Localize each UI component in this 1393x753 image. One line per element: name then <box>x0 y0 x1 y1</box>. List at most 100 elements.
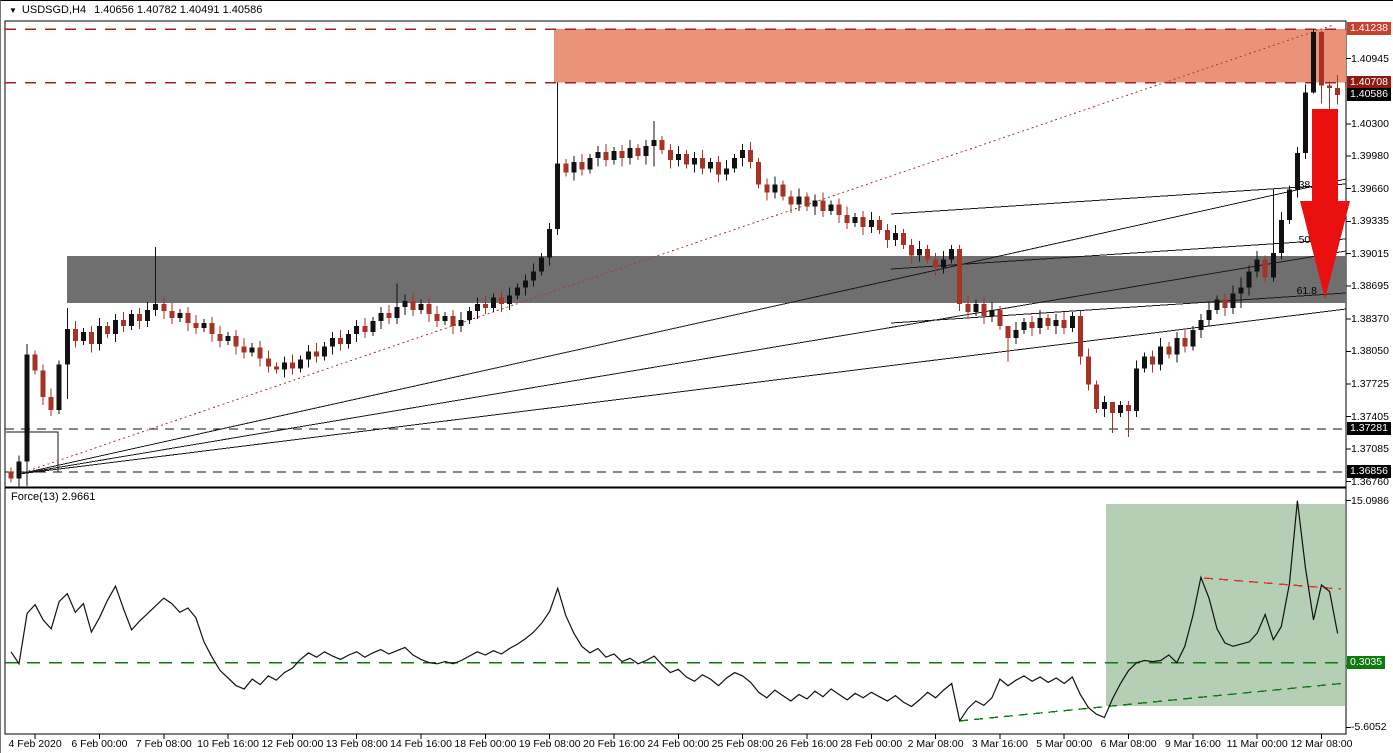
candle-body <box>426 303 432 314</box>
candle-body <box>1294 153 1300 190</box>
candle-body <box>997 309 1003 327</box>
candle-body <box>330 338 336 347</box>
fib-level-61[interactable] <box>890 292 1347 324</box>
time-tick-label: 9 Mar 16:00 <box>1164 738 1221 750</box>
fan-line-38[interactable] <box>18 178 1347 475</box>
candle-body <box>1029 321 1035 329</box>
candle-body <box>362 326 368 333</box>
range-zone[interactable] <box>67 255 1346 303</box>
candle-body <box>121 319 127 327</box>
indicator-name: Force(13) <box>11 491 59 503</box>
candle-body <box>498 297 504 304</box>
candle-body <box>281 362 287 370</box>
time-tick-label: 19 Feb 08:00 <box>518 738 581 750</box>
force-peaks-trendline[interactable] <box>1203 577 1342 590</box>
candle-body <box>193 322 199 329</box>
candle-body <box>1045 317 1051 327</box>
candle-body <box>547 228 553 258</box>
time-tick-label: 11 Mar 00:00 <box>1226 738 1288 750</box>
candle-body <box>1335 87 1341 95</box>
candle-body <box>860 216 866 227</box>
candle-body <box>587 158 593 170</box>
candle-body <box>1286 189 1292 220</box>
candle-body <box>844 214 850 223</box>
price-tick-label: 1.39660 <box>1351 182 1389 195</box>
force-highlight-zone[interactable] <box>1106 504 1346 706</box>
force-level-badge: 0.3035 <box>1347 655 1386 669</box>
candle-body <box>651 140 657 147</box>
candle-body <box>820 200 826 211</box>
candle-body <box>40 370 46 397</box>
candle-body <box>386 312 392 318</box>
candle-body <box>1109 401 1115 413</box>
candle-body <box>740 150 746 159</box>
candle-body <box>217 334 223 342</box>
indicator-value: 2.9661 <box>61 491 96 503</box>
price-tick-label: 1.39335 <box>1351 215 1389 228</box>
candle-body <box>627 148 633 159</box>
candle-body <box>1206 309 1212 320</box>
force-lows-trendline[interactable] <box>958 682 1347 722</box>
candle-body <box>1246 271 1252 288</box>
candle-body <box>257 347 263 359</box>
fan-line-50[interactable] <box>18 250 1347 475</box>
candle-body <box>314 351 320 357</box>
ohlc-values: 1.40656 1.40782 1.40491 1.40586 <box>94 4 263 16</box>
candle-body <box>989 309 995 316</box>
candle-body <box>24 354 30 462</box>
dotted-uptrend-line[interactable] <box>18 24 1334 475</box>
down-arrow-head[interactable] <box>1300 201 1350 299</box>
candle-body <box>1126 404 1132 411</box>
candle-body <box>571 162 577 173</box>
fan-line-61[interactable] <box>18 308 1347 475</box>
candle-body <box>1021 321 1027 331</box>
candle-body <box>965 303 971 312</box>
candle-body <box>233 336 239 347</box>
candle-body <box>1278 219 1284 254</box>
candle-body <box>1037 317 1043 329</box>
collapse-icon[interactable]: ▼ <box>9 6 17 15</box>
candle-body <box>201 322 207 329</box>
candle-body <box>442 315 448 321</box>
price-tick-label: 1.38050 <box>1351 345 1389 358</box>
candle-body <box>80 332 86 342</box>
candle-body <box>852 216 858 223</box>
fib-level-38[interactable] <box>890 183 1347 215</box>
candle-body <box>64 329 70 365</box>
candle-body <box>691 158 697 165</box>
candle-body <box>1238 287 1244 294</box>
candle-body <box>563 163 569 173</box>
candle-body <box>619 151 625 159</box>
candle-body <box>474 303 480 311</box>
candle-body <box>1174 338 1180 355</box>
candle-body <box>764 184 770 193</box>
candle-body <box>434 313 440 321</box>
price-tick-label: 1.37085 <box>1351 442 1389 455</box>
symbol-period-label: USDSGD,H4 <box>21 4 87 16</box>
chart-title-bar: ▼ USDSGD,H4 1.40656 1.40782 1.40491 1.4058… <box>9 4 262 16</box>
time-tick-label: 14 Feb 16:00 <box>390 738 452 750</box>
candle-body <box>1150 356 1156 365</box>
candle-body <box>265 358 271 367</box>
candle-body <box>1270 253 1276 278</box>
candle-body <box>161 303 167 311</box>
candle-body <box>8 471 14 479</box>
candle-body <box>249 347 255 353</box>
candle-body <box>900 233 906 246</box>
candle-body <box>506 295 512 304</box>
supply-zone[interactable] <box>554 29 1346 83</box>
candle-body <box>241 346 247 353</box>
down-arrow-annotation[interactable] <box>1312 109 1338 203</box>
price-tick-label: 1.40945 <box>1351 52 1389 65</box>
candle-body <box>828 204 834 211</box>
candle-body <box>1093 384 1099 409</box>
fib-level-50[interactable] <box>890 238 1347 270</box>
candle-body <box>466 310 472 320</box>
price-panel-frame <box>4 20 1347 488</box>
candle-body <box>659 140 665 151</box>
candle-body <box>346 334 352 345</box>
candle-body <box>981 303 987 316</box>
candle-body <box>370 320 376 333</box>
